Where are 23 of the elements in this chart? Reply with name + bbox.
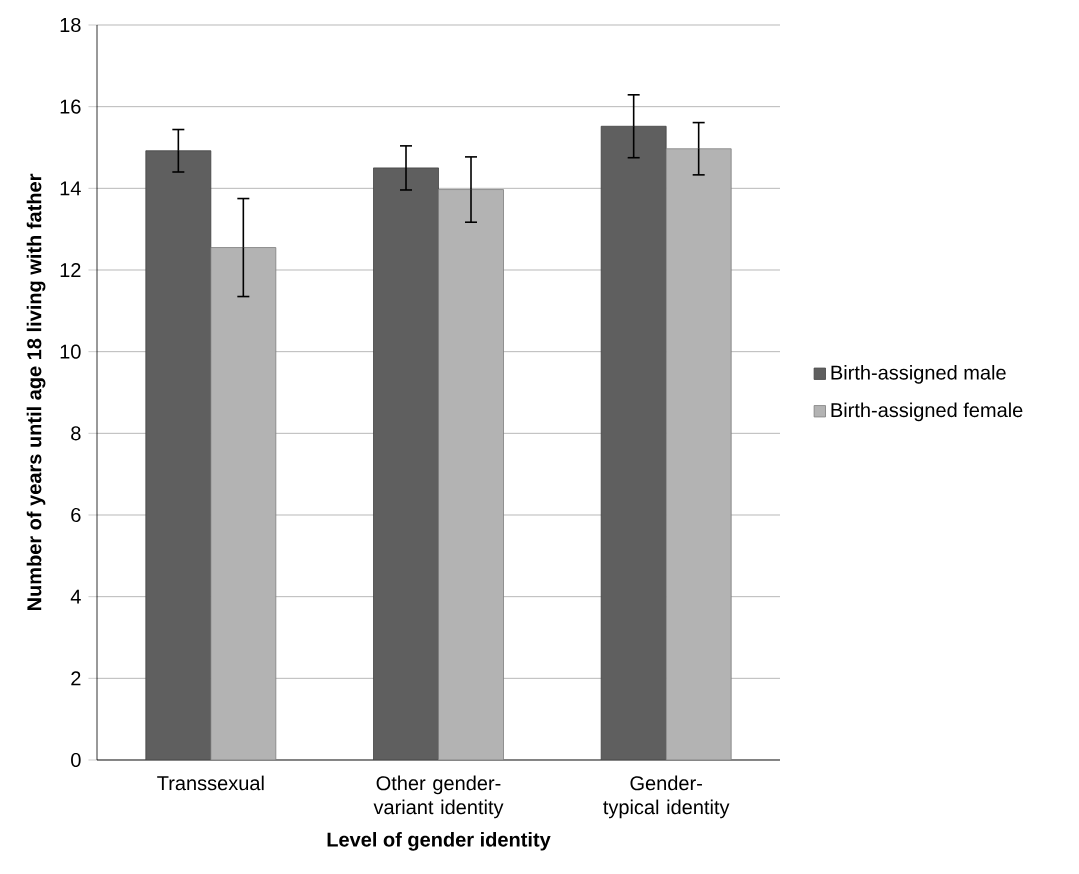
bar bbox=[145, 150, 212, 760]
x-tick-label: Transsexual bbox=[157, 775, 264, 791]
x-axis-title: Level of gender identity bbox=[327, 831, 551, 851]
y-tick-label: 0 bbox=[71, 752, 81, 768]
y-tick-label: 4 bbox=[70, 589, 81, 604]
y-tick-label: 10 bbox=[60, 344, 81, 359]
y-tick-label: 6 bbox=[71, 507, 81, 523]
legend-label: Birth-assigned female bbox=[831, 402, 1023, 422]
y-tick-label: 2 bbox=[71, 671, 81, 686]
bar bbox=[665, 148, 732, 760]
bar bbox=[210, 247, 277, 760]
y-tick-label: 18 bbox=[60, 17, 81, 33]
bar bbox=[373, 167, 439, 760]
y-tick-label: 8 bbox=[71, 426, 81, 441]
y-axis-title: Number of years until age 18 living with father bbox=[26, 173, 46, 611]
bar bbox=[600, 125, 667, 760]
y-tick-label: 12 bbox=[60, 263, 81, 277]
x-tick-label: Gender-typical identity bbox=[603, 775, 730, 819]
bar bbox=[438, 189, 504, 760]
x-tick-label: Other gender-variant identity bbox=[373, 775, 504, 819]
y-tick-label: 16 bbox=[60, 99, 81, 114]
y-tick-label: 14 bbox=[60, 181, 81, 196]
legend-label: Birth-assigned male bbox=[831, 365, 1006, 384]
